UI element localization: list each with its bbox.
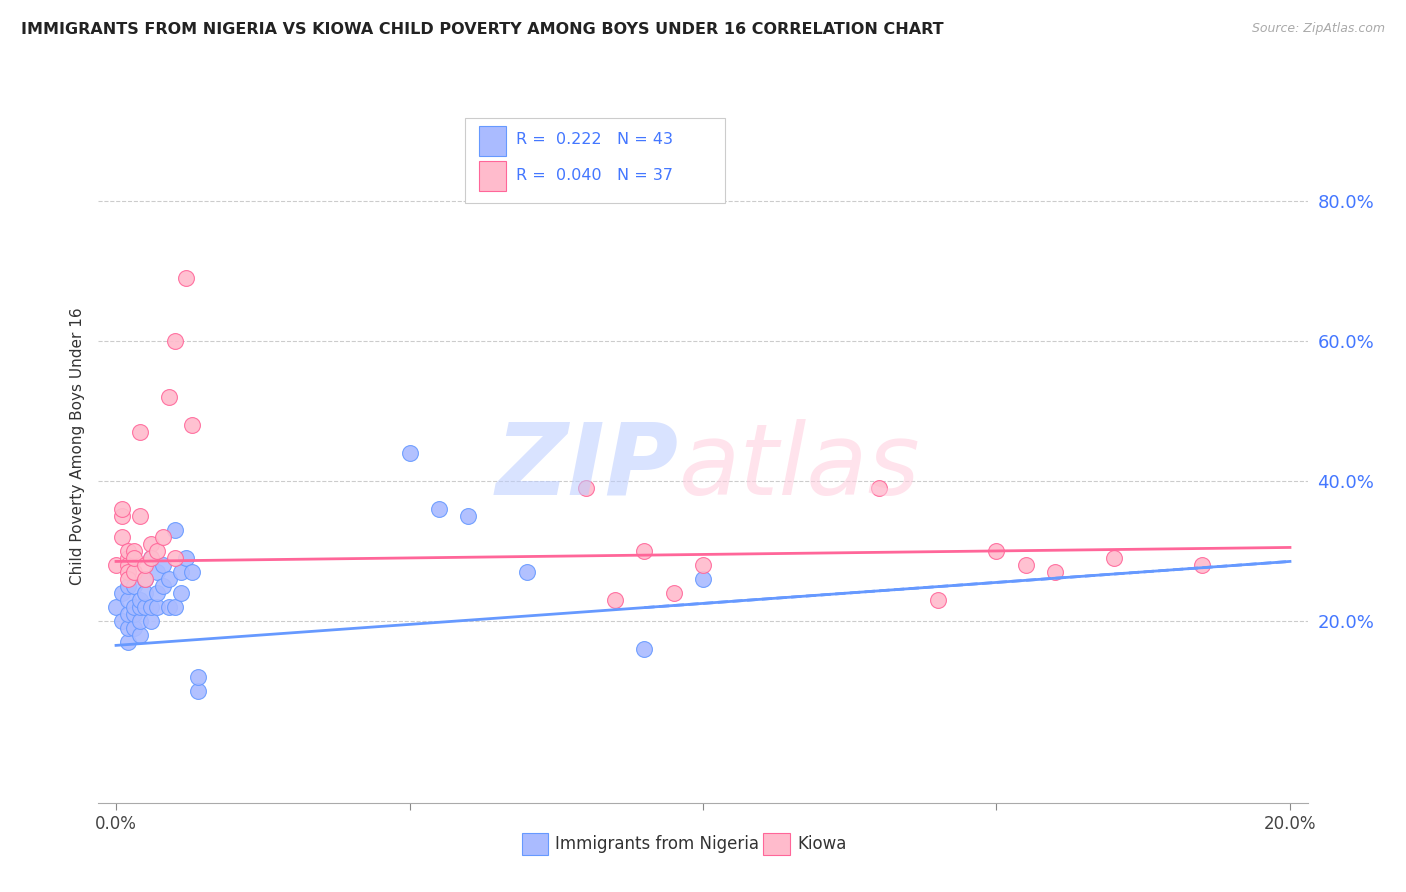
Point	[152, 558, 174, 572]
Point	[181, 565, 204, 579]
Text: R =  0.222   N = 43: R = 0.222 N = 43	[516, 132, 672, 147]
Point	[117, 593, 139, 607]
Point	[927, 593, 949, 607]
Point	[111, 614, 134, 628]
Point	[134, 586, 156, 600]
FancyBboxPatch shape	[522, 833, 548, 855]
Point	[111, 586, 134, 600]
Point	[122, 579, 145, 593]
Y-axis label: Child Poverty Among Boys Under 16: Child Poverty Among Boys Under 16	[69, 307, 84, 585]
Point	[1191, 558, 1213, 572]
Point	[146, 565, 169, 579]
Point	[128, 425, 150, 439]
Point	[111, 530, 134, 544]
Point	[134, 558, 156, 572]
Point	[141, 614, 163, 628]
Point	[868, 481, 890, 495]
Point	[457, 508, 479, 523]
Point	[134, 599, 156, 614]
Point	[122, 621, 145, 635]
FancyBboxPatch shape	[763, 833, 790, 855]
FancyBboxPatch shape	[479, 126, 506, 155]
Point	[122, 544, 145, 558]
Point	[1102, 550, 1125, 565]
Point	[146, 544, 169, 558]
Point	[117, 607, 139, 621]
Point	[105, 599, 128, 614]
Text: IMMIGRANTS FROM NIGERIA VS KIOWA CHILD POVERTY AMONG BOYS UNDER 16 CORRELATION C: IMMIGRANTS FROM NIGERIA VS KIOWA CHILD P…	[21, 22, 943, 37]
Point	[398, 446, 420, 460]
Point	[128, 628, 150, 642]
Point	[152, 579, 174, 593]
Point	[141, 537, 163, 551]
Point	[128, 508, 150, 523]
Point	[163, 599, 186, 614]
Point	[427, 502, 450, 516]
Point	[117, 621, 139, 635]
Point	[117, 550, 139, 565]
Point	[146, 599, 169, 614]
Text: Source: ZipAtlas.com: Source: ZipAtlas.com	[1251, 22, 1385, 36]
Point	[105, 558, 128, 572]
Point	[157, 572, 180, 586]
Point	[141, 550, 163, 565]
Point	[633, 544, 655, 558]
Text: ZIP: ZIP	[496, 419, 679, 516]
Point	[662, 586, 685, 600]
Point	[692, 558, 714, 572]
Point	[122, 599, 145, 614]
Point	[152, 530, 174, 544]
Point	[633, 641, 655, 656]
Point	[1043, 565, 1066, 579]
Point	[141, 599, 163, 614]
FancyBboxPatch shape	[465, 118, 724, 203]
Point	[128, 593, 150, 607]
Point	[122, 565, 145, 579]
Point	[111, 502, 134, 516]
Point	[187, 670, 209, 684]
Point	[176, 550, 198, 565]
Point	[117, 558, 139, 572]
Point	[117, 572, 139, 586]
Point	[181, 417, 204, 432]
Point	[516, 565, 538, 579]
Point	[146, 586, 169, 600]
Point	[187, 684, 209, 698]
Point	[986, 544, 1008, 558]
Point	[169, 586, 191, 600]
Point	[122, 607, 145, 621]
Point	[163, 523, 186, 537]
Point	[1015, 558, 1038, 572]
Point	[122, 550, 145, 565]
Point	[117, 579, 139, 593]
Point	[111, 508, 134, 523]
Text: Immigrants from Nigeria: Immigrants from Nigeria	[555, 835, 759, 853]
Point	[128, 599, 150, 614]
Point	[134, 572, 156, 586]
Point	[163, 550, 186, 565]
Point	[176, 271, 198, 285]
Point	[117, 544, 139, 558]
Point	[163, 334, 186, 348]
Point	[141, 550, 163, 565]
Text: atlas: atlas	[679, 419, 921, 516]
Point	[603, 593, 626, 607]
Point	[134, 572, 156, 586]
Point	[692, 572, 714, 586]
Point	[157, 599, 180, 614]
Point	[157, 390, 180, 404]
Text: Kiowa: Kiowa	[797, 835, 846, 853]
Point	[117, 635, 139, 649]
Point	[117, 565, 139, 579]
Point	[575, 481, 598, 495]
Point	[169, 565, 191, 579]
Text: R =  0.040   N = 37: R = 0.040 N = 37	[516, 168, 672, 183]
FancyBboxPatch shape	[479, 161, 506, 191]
Point	[128, 614, 150, 628]
